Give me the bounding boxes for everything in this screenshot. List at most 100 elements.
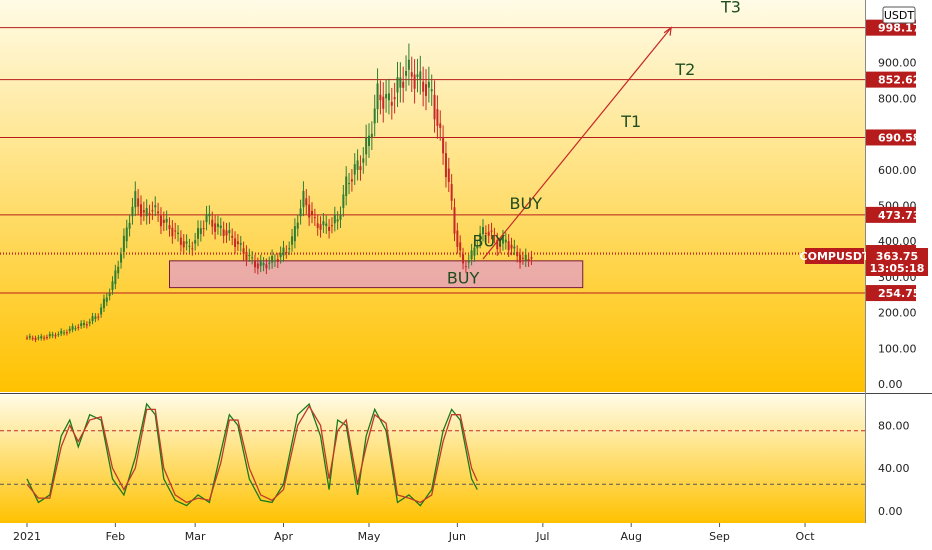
- candle-body: [251, 257, 254, 259]
- candle-body: [322, 221, 325, 226]
- candle-body: [140, 204, 142, 217]
- price-tick-label: 900.00: [878, 57, 917, 70]
- time-tick-label: Sep: [709, 530, 730, 543]
- candle-body: [80, 323, 83, 326]
- candle-body: [248, 255, 251, 257]
- candle-body: [379, 94, 382, 101]
- candle-body: [137, 198, 140, 207]
- candle-body: [202, 228, 205, 230]
- level-badge-label: 998.17: [878, 22, 920, 35]
- candle-body: [83, 322, 85, 326]
- price-badge[interactable]: [866, 248, 928, 276]
- price-tick-label: 800.00: [878, 92, 917, 105]
- symbol-badge[interactable]: [805, 248, 864, 264]
- time-tick-label: Apr: [274, 530, 294, 543]
- annotation-label: BUY: [447, 268, 480, 287]
- candle-body: [416, 74, 419, 77]
- candle-body: [174, 230, 177, 232]
- candle-body: [145, 208, 148, 217]
- candle-body: [339, 214, 342, 220]
- price-tick-label: 100.00: [878, 342, 917, 355]
- candle-body: [197, 228, 199, 239]
- currency-box[interactable]: [882, 6, 916, 24]
- candle-body: [453, 207, 456, 234]
- level-badge-label: 473.73: [878, 209, 920, 222]
- candle-body: [359, 166, 362, 171]
- candle-body: [131, 206, 134, 217]
- time-axis-bg[interactable]: [0, 523, 865, 550]
- candle-body: [333, 215, 336, 224]
- candle-body: [279, 252, 282, 258]
- time-tick-label: Oct: [796, 530, 816, 543]
- candle-body: [291, 236, 294, 245]
- oscillator-panel-bg: [0, 395, 865, 523]
- candle-body: [165, 218, 168, 223]
- time-tick-label: Jun: [448, 530, 466, 543]
- candle-body: [376, 83, 379, 110]
- candle-body: [521, 257, 524, 259]
- candle-body: [387, 93, 390, 101]
- candle-body: [513, 246, 516, 249]
- candle-body: [285, 251, 288, 253]
- time-tick-label: Mar: [185, 530, 206, 543]
- candle-body: [268, 262, 271, 264]
- symbol-label: COMPUSDT: [800, 250, 870, 263]
- candle-body: [504, 239, 507, 243]
- candle-body: [462, 254, 465, 264]
- oscillator-layer: [0, 402, 865, 507]
- candle-body: [496, 240, 499, 250]
- time-tick-label: Jul: [535, 530, 549, 543]
- candle-body: [214, 223, 217, 232]
- candle-body: [265, 264, 268, 269]
- candle-body: [510, 244, 513, 249]
- currency-label: USDT: [884, 9, 915, 22]
- candle-body: [319, 224, 322, 230]
- annotation-label: BUY: [472, 232, 505, 251]
- candle-body: [413, 74, 416, 89]
- candle-body: [430, 89, 433, 92]
- candle-body: [427, 81, 430, 88]
- candle-body: [405, 71, 408, 76]
- price-tick-label: 600.00: [878, 164, 917, 177]
- candle-body: [345, 176, 348, 196]
- projection-arrow-head: [663, 26, 672, 36]
- candle-body: [302, 190, 305, 208]
- candle-body: [308, 204, 311, 218]
- candle-body: [179, 237, 182, 245]
- candle-body: [43, 337, 46, 339]
- candle-body: [313, 217, 316, 219]
- candle-body: [370, 133, 373, 138]
- candle-body: [516, 251, 519, 257]
- oscillator-line-2: [26, 404, 478, 504]
- oscillator-axis-labels: 80.00 40.00 0.00: [878, 419, 910, 518]
- candle-body: [350, 179, 353, 182]
- level-badge-label: 690.58: [878, 131, 920, 144]
- candle-body: [157, 211, 160, 214]
- candle-body: [97, 316, 100, 318]
- candle-body: [185, 241, 188, 244]
- oscillator-tick-label: 0.00: [878, 505, 903, 518]
- oscillator-tick-label: 80.00: [878, 419, 910, 432]
- candle-body: [188, 245, 191, 247]
- candle-body: [316, 223, 319, 228]
- candle-body: [51, 334, 54, 336]
- candle-body: [402, 81, 405, 88]
- candle-body: [356, 160, 359, 170]
- candle-body: [54, 335, 57, 337]
- oscillator-line-1: [26, 402, 478, 507]
- candle-body: [464, 266, 467, 268]
- candle-body: [182, 241, 185, 248]
- candle-body: [305, 198, 308, 206]
- candle-body: [393, 97, 396, 100]
- candle-body: [484, 232, 487, 234]
- candle-body: [425, 84, 427, 96]
- candle-body: [88, 321, 91, 324]
- candle-body: [325, 223, 328, 227]
- candle-body: [74, 328, 77, 330]
- candle-body: [239, 243, 242, 245]
- candle-body: [102, 298, 105, 309]
- candle-body: [330, 225, 333, 227]
- candle-body: [385, 94, 388, 99]
- candle-body: [159, 215, 162, 227]
